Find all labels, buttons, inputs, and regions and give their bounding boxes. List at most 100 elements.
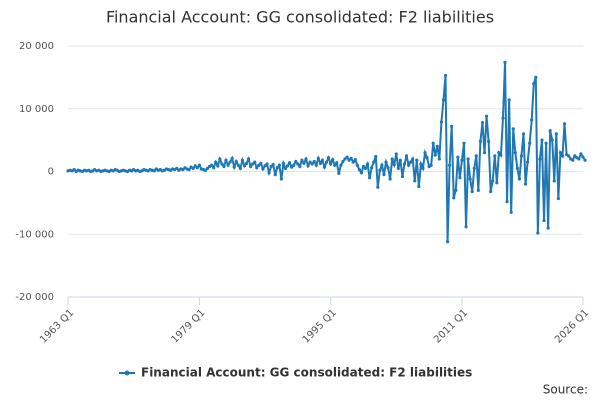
data-point (571, 158, 575, 162)
data-point (542, 218, 546, 223)
data-point (558, 151, 563, 155)
data-point (318, 161, 322, 165)
data-point (540, 138, 544, 142)
x-tick-label: 2026 Q1 (553, 307, 591, 345)
data-point (390, 157, 394, 161)
data-point (382, 173, 386, 177)
data-point (347, 158, 351, 162)
data-point (519, 154, 524, 158)
x-tick-label: 1963 Q1 (38, 307, 76, 345)
data-point (320, 158, 325, 162)
data-point (72, 168, 76, 172)
data-point (380, 163, 384, 167)
data-point (443, 73, 448, 78)
data-point (573, 154, 577, 158)
data-point (394, 152, 398, 156)
data-point (294, 159, 298, 164)
data-point (253, 160, 257, 164)
data-point (482, 151, 487, 155)
data-point (523, 182, 528, 186)
data-point (195, 166, 199, 170)
data-point (351, 160, 355, 164)
data-point (583, 158, 587, 162)
data-point (464, 225, 468, 229)
data-point (187, 168, 191, 172)
data-point (435, 144, 439, 148)
data-point (326, 156, 331, 160)
x-tick-label: 1979 Q1 (169, 307, 207, 345)
data-point (521, 132, 526, 136)
data-point (536, 231, 540, 235)
data-point (484, 114, 489, 118)
data-point (478, 139, 483, 143)
data-point (501, 116, 505, 120)
data-point (263, 164, 267, 168)
data-point (343, 157, 347, 161)
data-point (546, 226, 550, 230)
data-point (419, 162, 423, 166)
data-point (421, 166, 425, 170)
data-point (232, 165, 236, 169)
data-point (341, 159, 345, 164)
data-point (287, 161, 292, 165)
data-point (374, 154, 378, 159)
data-point (355, 163, 359, 167)
data-point (507, 98, 511, 102)
data-point (505, 200, 509, 204)
data-point (255, 166, 259, 170)
data-point (396, 166, 400, 170)
data-point (265, 162, 269, 166)
data-point (415, 158, 419, 162)
legend-marker (124, 370, 130, 376)
x-tick-label: 1995 Q1 (301, 307, 339, 345)
data-point (212, 166, 216, 170)
data-point (210, 163, 214, 167)
data-point (544, 141, 548, 145)
data-point (515, 166, 519, 170)
data-point (445, 240, 450, 244)
x-tick-label: 2011 Q1 (432, 307, 470, 345)
data-point (517, 177, 521, 181)
data-point (499, 153, 503, 157)
data-point (425, 156, 429, 160)
data-point (238, 166, 242, 170)
data-point (349, 156, 353, 160)
data-point (281, 161, 286, 165)
data-point (548, 129, 552, 133)
data-point (388, 177, 392, 181)
data-point (370, 166, 374, 170)
data-point (214, 160, 218, 164)
data-point (406, 163, 411, 167)
data-point (312, 159, 316, 164)
data-point (376, 185, 380, 189)
data-point (462, 141, 466, 145)
data-point (579, 152, 583, 156)
data-point (273, 173, 277, 177)
data-point (175, 166, 179, 170)
data-point (316, 156, 320, 160)
data-point (452, 196, 456, 200)
data-point (567, 154, 571, 158)
data-point (581, 155, 585, 159)
data-point (458, 176, 462, 180)
data-point (251, 162, 255, 166)
data-point (476, 188, 480, 192)
data-point (532, 82, 536, 86)
data-point (556, 196, 560, 201)
data-point (267, 171, 271, 175)
data-point (322, 165, 327, 169)
data-point (577, 157, 581, 161)
data-point (271, 162, 275, 167)
data-point (530, 118, 534, 122)
data-point (441, 98, 446, 102)
data-point (439, 120, 444, 124)
data-point (562, 122, 567, 126)
data-point (197, 163, 201, 167)
data-point (259, 161, 263, 165)
data-point (246, 157, 251, 161)
data-point (269, 164, 273, 169)
data-point (495, 181, 499, 185)
data-point (249, 164, 253, 169)
data-point (454, 188, 458, 192)
data-point (275, 166, 279, 170)
